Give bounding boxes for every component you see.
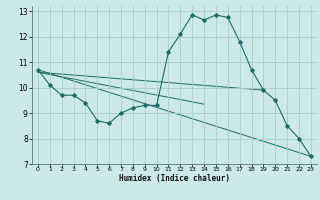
X-axis label: Humidex (Indice chaleur): Humidex (Indice chaleur) <box>119 174 230 183</box>
